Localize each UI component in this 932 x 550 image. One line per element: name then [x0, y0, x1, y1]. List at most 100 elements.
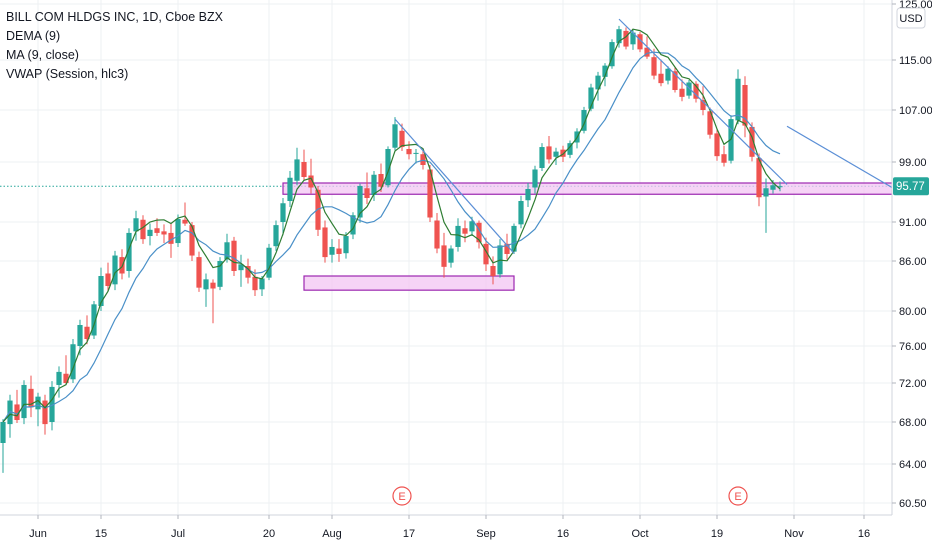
candle-body	[154, 228, 160, 233]
currency-badge: USD	[896, 7, 926, 29]
candle	[182, 202, 188, 226]
candle	[658, 59, 664, 87]
candle	[210, 279, 216, 324]
candle-body	[42, 400, 48, 425]
candle-body	[371, 174, 377, 195]
candle-body	[168, 232, 174, 244]
candle	[616, 25, 622, 48]
earnings-label: E	[734, 491, 741, 503]
candle-body	[770, 185, 776, 190]
currency-label: USD	[899, 13, 922, 25]
candle	[392, 117, 398, 151]
earnings-circle	[392, 486, 412, 506]
candle	[112, 250, 118, 291]
candle-body	[406, 149, 412, 155]
candle	[238, 254, 244, 287]
candle-body	[280, 203, 286, 222]
candle-body	[651, 57, 657, 76]
indicator-lines	[2, 28, 781, 423]
candle-body	[182, 219, 188, 224]
candle-body	[707, 111, 713, 135]
candle-body	[238, 264, 244, 271]
candle	[665, 66, 671, 85]
candle-body	[455, 225, 461, 247]
price-tick-label: 76.00	[899, 341, 927, 353]
candle-body	[777, 186, 783, 188]
price-tick-label: 68.00	[899, 417, 927, 429]
candle-body	[588, 87, 594, 109]
candle-body	[175, 219, 181, 244]
time-tick-label: Oct	[631, 528, 648, 540]
candle	[497, 239, 503, 278]
candle-body	[161, 231, 167, 235]
candle	[546, 136, 552, 164]
candle-body	[490, 266, 496, 276]
candle	[273, 220, 279, 251]
candle	[245, 258, 251, 284]
candle	[623, 27, 629, 50]
price-tick-label: 91.00	[899, 217, 927, 229]
legend-vwap: VWAP (Session, hlc3)	[6, 67, 129, 81]
candle-body	[287, 177, 293, 201]
candle	[525, 183, 531, 207]
candle-body	[147, 229, 153, 237]
candle-body	[112, 255, 118, 285]
candle-body	[259, 278, 265, 290]
candle	[140, 215, 146, 244]
candle	[350, 212, 356, 240]
candle	[448, 245, 454, 268]
time-tick-label: 17	[403, 528, 415, 540]
candle	[343, 232, 349, 259]
candle-body	[742, 85, 748, 126]
candle	[700, 86, 706, 116]
price-tick-label: 86.00	[899, 256, 927, 268]
earnings-circle	[728, 486, 748, 506]
candle	[539, 143, 545, 171]
candle-body	[364, 188, 370, 198]
candle-body	[721, 154, 727, 163]
candle	[154, 218, 160, 237]
candle-body	[21, 384, 27, 419]
earnings-label: E	[398, 491, 405, 503]
price-tick-label: 64.00	[899, 459, 927, 471]
dema-line	[2, 28, 781, 423]
candle	[56, 366, 62, 398]
time-tick-label: Jul	[171, 528, 185, 540]
candle	[763, 178, 769, 233]
candle	[329, 239, 335, 263]
ma-line	[2, 51, 781, 423]
candle-body	[714, 133, 720, 157]
candle-body	[70, 344, 76, 380]
candle	[637, 32, 643, 53]
candle	[532, 165, 538, 194]
time-tick-label: Aug	[322, 528, 342, 540]
candle-body	[623, 30, 629, 47]
candle-body	[385, 149, 391, 186]
candle	[161, 224, 167, 244]
candle-body	[546, 146, 552, 160]
candle-body	[735, 78, 741, 121]
candle-body	[686, 82, 692, 96]
candle	[133, 210, 139, 241]
candle-body	[133, 218, 139, 232]
candle-body	[210, 282, 216, 289]
candle	[371, 171, 377, 201]
support-zone	[303, 275, 515, 291]
candle-body	[483, 243, 489, 265]
legend-ma: MA (9, close)	[6, 48, 79, 62]
candle	[707, 107, 713, 139]
candle-body	[665, 68, 671, 81]
candle	[196, 251, 202, 292]
candle-body	[539, 147, 545, 168]
last-price-text: 95.77	[896, 181, 925, 193]
last-price-box	[893, 177, 929, 196]
candle-body	[308, 175, 314, 188]
candle-body	[140, 219, 146, 240]
candle	[413, 149, 419, 164]
candle-body	[35, 396, 41, 410]
candle-body	[672, 71, 678, 90]
candle-body	[217, 261, 223, 287]
candle	[742, 76, 748, 138]
candle-body	[203, 279, 209, 290]
